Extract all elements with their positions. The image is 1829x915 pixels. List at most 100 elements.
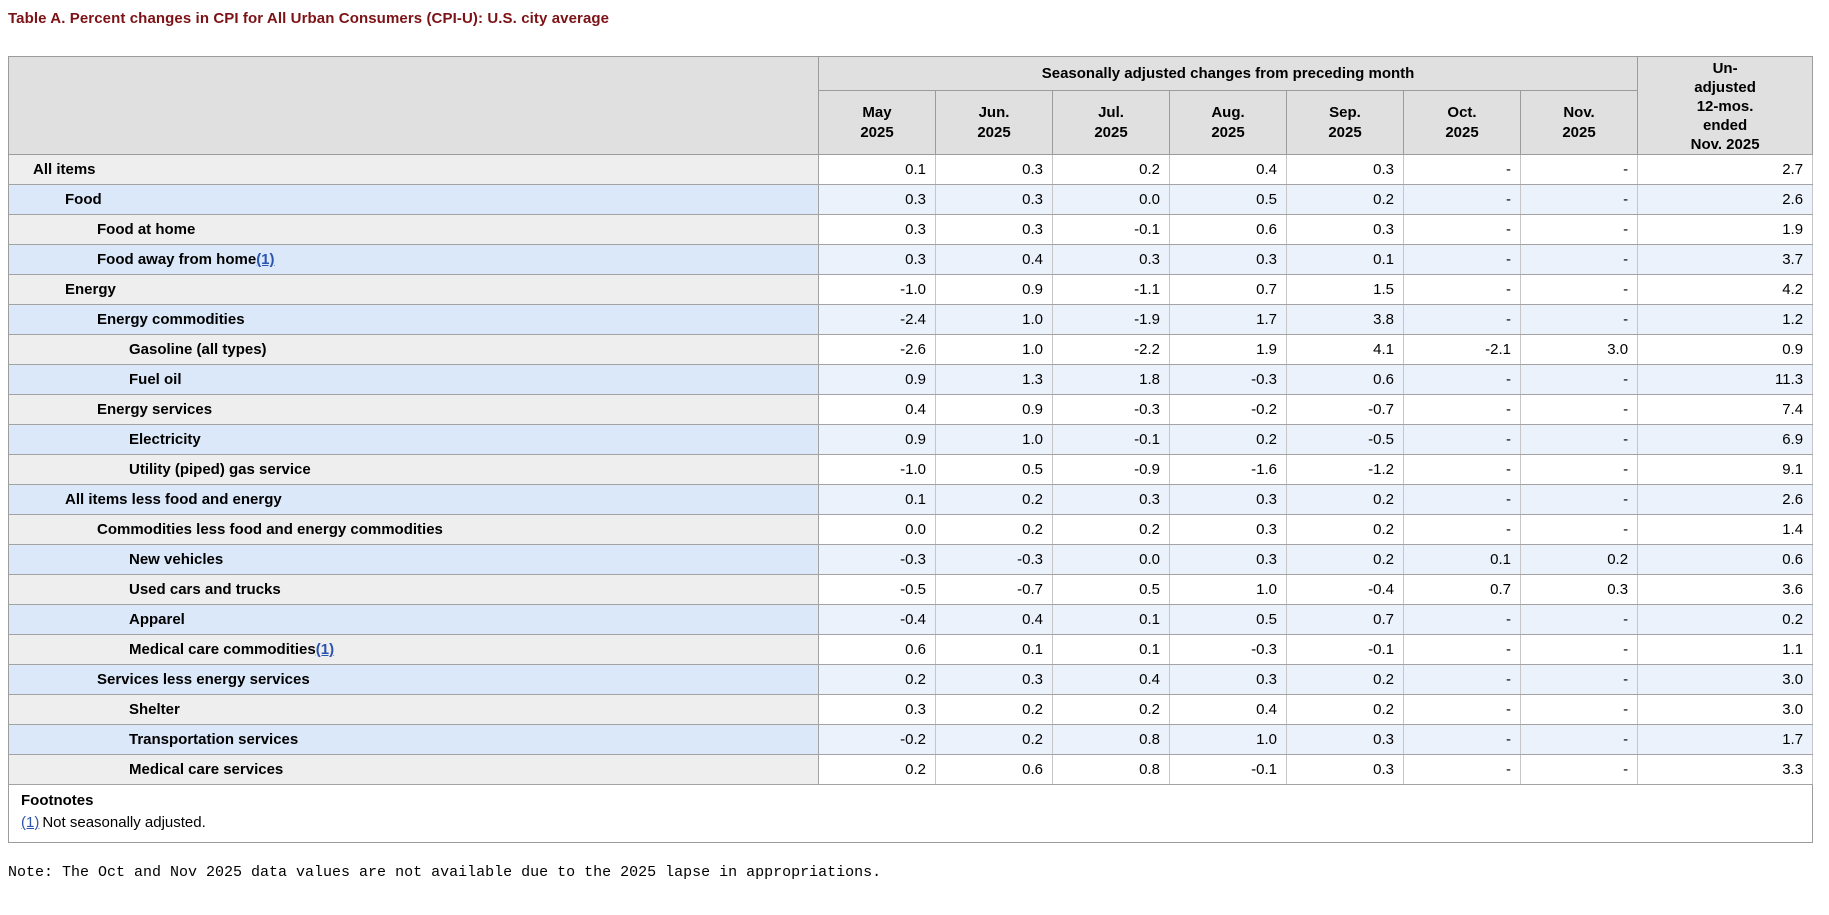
row-label: Fuel oil	[8, 364, 819, 395]
unadjusted-value-cell: 1.1	[1637, 634, 1814, 665]
month-value-cell: 0.7	[1286, 604, 1404, 635]
row-footnote-link[interactable]: (1)	[315, 641, 335, 658]
cpi-table: Seasonally adjusted changes from precedi…	[7, 55, 1814, 843]
unadjusted-column-header: Un-adjusted 12-mos. ended Nov. 2025	[1637, 56, 1814, 155]
month-value-cell: 0.2	[1052, 694, 1170, 725]
table-header: Seasonally adjusted changes from precedi…	[8, 55, 1814, 155]
month-value-cell: 1.5	[1286, 274, 1404, 305]
month-value-cell: 0.6	[935, 754, 1053, 785]
month-value-cell: 0.4	[818, 394, 936, 425]
month-value-cell: 0.3	[1052, 484, 1170, 515]
month-value-cell: -0.7	[1286, 394, 1404, 425]
month-value-cell: 0.3	[935, 214, 1053, 245]
month-value-cell: 0.1	[1052, 604, 1170, 635]
month-value-cell: -	[1519, 484, 1639, 515]
row-label: Food away from home(1)	[8, 244, 819, 275]
month-value-cell: -0.2	[1169, 394, 1287, 425]
month-value-cell: 0.1	[818, 154, 936, 185]
month-value-cell: -	[1403, 184, 1521, 215]
month-value-cell: 0.3	[1169, 514, 1287, 545]
header-row-months: May 2025 Jun. 2025 Jul. 2025 Aug. 2025 Sep. 2025 O…	[9, 90, 1813, 155]
row-label: Food at home	[8, 214, 819, 245]
page: Table A. Percent changes in CPI for All …	[7, 10, 1814, 881]
month-value-cell: 0.3	[1052, 244, 1170, 275]
table-row: Utility (piped) gas service -1.0 0.5 -0.9 -1…	[8, 454, 1814, 485]
unadjusted-value-cell: 3.6	[1637, 574, 1814, 605]
month-value-cell: -	[1519, 634, 1639, 665]
month-value-cell: -	[1519, 664, 1639, 695]
month-value-cell: -0.1	[1286, 634, 1404, 665]
month-value-cell: -0.3	[1169, 364, 1287, 395]
footnotes-cell: Footnotes (1) Not seasonally adjusted.	[7, 784, 1814, 843]
unadjusted-value-cell: 9.1	[1637, 454, 1814, 485]
month-value-cell: -2.4	[818, 304, 936, 335]
row-label: Food	[8, 184, 819, 215]
month-value-cell: 0.6	[818, 634, 936, 665]
header-row-group: Seasonally adjusted changes from precedi…	[8, 55, 1814, 155]
unadjusted-value-cell: 2.6	[1637, 484, 1814, 515]
month-value-cell: 0.1	[1052, 634, 1170, 665]
month-value-cell: -	[1403, 634, 1521, 665]
month-value-cell: 0.3	[1169, 544, 1287, 575]
appropriations-note: Note: The Oct and Nov 2025 data values a…	[8, 864, 882, 881]
month-value-cell: 0.2	[1286, 544, 1404, 575]
month-value-cell: -1.9	[1052, 304, 1170, 335]
unadjusted-value-cell: 6.9	[1637, 424, 1814, 455]
month-value-cell: 0.8	[1052, 724, 1170, 755]
month-value-cell: 0.2	[818, 664, 936, 695]
month-value-cell: 0.8	[1052, 754, 1170, 785]
footnote-link[interactable]: (1)	[21, 814, 40, 831]
month-value-cell: -	[1403, 244, 1521, 275]
month-value-cell: -	[1403, 724, 1521, 755]
month-value-cell: -0.1	[1052, 424, 1170, 455]
month-value-cell: 0.3	[1286, 154, 1404, 185]
month-header-cell: Jul. 2025	[1052, 90, 1170, 155]
month-value-cell: -	[1403, 454, 1521, 485]
table-row: Commodities less food and energy commodi…	[8, 514, 1814, 545]
month-value-cell: 0.4	[935, 604, 1053, 635]
month-value-cell: -1.0	[818, 274, 936, 305]
unadjusted-value-cell: 1.7	[1637, 724, 1814, 755]
month-value-cell: -	[1403, 514, 1521, 545]
unadjusted-value-cell: 1.2	[1637, 304, 1814, 335]
table-row: Gasoline (all types) -2.6 1.0 -2.2 1.9 4.1 -2.…	[8, 334, 1814, 365]
row-label: Transportation services	[8, 724, 819, 755]
month-value-cell: -0.1	[1052, 214, 1170, 245]
row-label: Electricity	[8, 424, 819, 455]
month-value-cell: 0.3	[1169, 484, 1287, 515]
row-label: Used cars and trucks	[8, 574, 819, 605]
row-label: Energy commodities	[8, 304, 819, 335]
month-value-cell: 3.0	[1519, 334, 1639, 365]
table-row: Energy -1.0 0.9 -1.1 0.7 1.5- -4.2	[8, 274, 1814, 305]
month-value-cell: -	[1403, 694, 1521, 725]
footnote-text: Not seasonally adjusted.	[42, 814, 206, 831]
table-row: Electricity 0.9 1.0 -0.1 0.2 -0.5- -6.9	[8, 424, 1814, 455]
month-value-cell: -0.4	[1286, 574, 1404, 605]
month-value-cell: 1.0	[1169, 574, 1287, 605]
month-value-cell: -0.3	[818, 544, 936, 575]
unadjusted-value-cell: 1.9	[1637, 214, 1814, 245]
footnotes-row: Footnotes (1) Not seasonally adjusted.	[7, 784, 1814, 843]
table-row: All items 0.1 0.3 0.2 0.4 0.3- -2.7	[8, 154, 1814, 185]
table-row: Energy commodities -2.4 1.0 -1.9 1.7 3.8- -1.2	[8, 304, 1814, 335]
table-row: Used cars and trucks -0.5 -0.7 0.5 1.0 -0.4 0.…	[8, 574, 1814, 605]
month-value-cell: -	[1519, 514, 1639, 545]
month-value-cell: 0.3	[1169, 244, 1287, 275]
month-value-cell: -	[1519, 304, 1639, 335]
month-value-cell: 0.1	[935, 634, 1053, 665]
month-value-cell: -1.6	[1169, 454, 1287, 485]
month-value-cell: -0.1	[1169, 754, 1287, 785]
unadjusted-value-cell: 2.7	[1637, 154, 1814, 185]
table-row: All items less food and energy 0.1 0.2 0.3 0…	[8, 484, 1814, 515]
group-header-cell: Seasonally adjusted changes from precedi…	[817, 55, 1639, 92]
month-header-cell: May 2025	[818, 90, 936, 155]
row-footnote-link[interactable]: (1)	[256, 251, 275, 268]
month-value-cell: -1.0	[818, 454, 936, 485]
row-label: Shelter	[8, 694, 819, 725]
month-value-cell: 0.2	[935, 694, 1053, 725]
month-value-cell: -	[1519, 184, 1639, 215]
month-value-cell: 0.2	[1052, 514, 1170, 545]
month-value-cell: 1.7	[1169, 304, 1287, 335]
month-value-cell: -0.3	[1052, 394, 1170, 425]
month-value-cell: 0.2	[935, 514, 1053, 545]
